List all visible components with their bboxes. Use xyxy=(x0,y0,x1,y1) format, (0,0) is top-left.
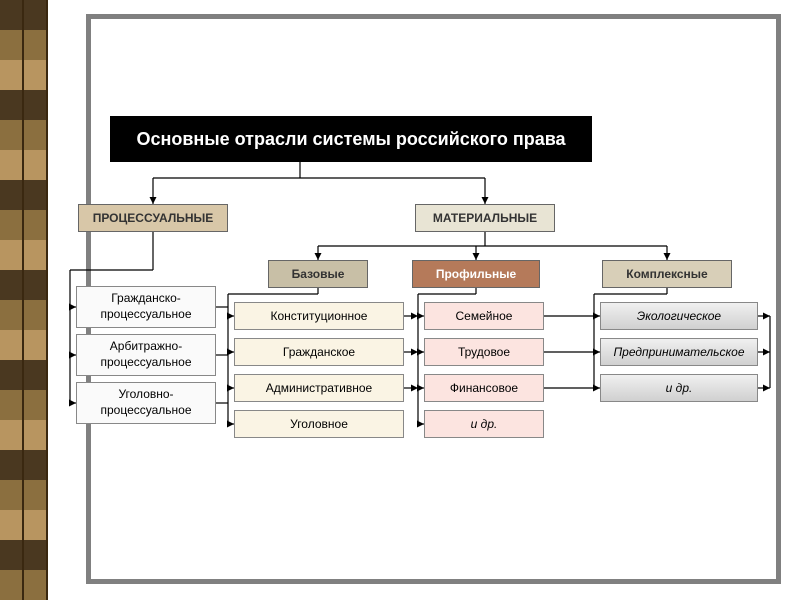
header-complex: Комплексные xyxy=(602,260,732,288)
header-material: МАТЕРИАЛЬНЫЕ xyxy=(415,204,555,232)
basic-item-2: Административное xyxy=(234,374,404,402)
profile-item-2: Финансовое xyxy=(424,374,544,402)
complex-item-2: и др. xyxy=(600,374,758,402)
profile-item-3: и др. xyxy=(424,410,544,438)
basic-item-1: Гражданское xyxy=(234,338,404,366)
header-procedural: ПРОЦЕССУАЛЬНЫЕ xyxy=(78,204,228,232)
proc-item-1: Арбитражно-процессуальное xyxy=(76,334,216,376)
proc-item-2: Уголовно-процессуальное xyxy=(76,382,216,424)
basic-item-3: Уголовное xyxy=(234,410,404,438)
header-profile: Профильные xyxy=(412,260,540,288)
complex-item-0: Экологическое xyxy=(600,302,758,330)
diagram-title: Основные отрасли системы российского пра… xyxy=(110,116,592,162)
proc-item-0: Гражданско-процессуальное xyxy=(76,286,216,328)
profile-item-1: Трудовое xyxy=(424,338,544,366)
basic-item-0: Конституционное xyxy=(234,302,404,330)
complex-item-1: Предпринимательское xyxy=(600,338,758,366)
profile-item-0: Семейное xyxy=(424,302,544,330)
header-basic: Базовые xyxy=(268,260,368,288)
decorative-side-strip xyxy=(0,0,48,600)
